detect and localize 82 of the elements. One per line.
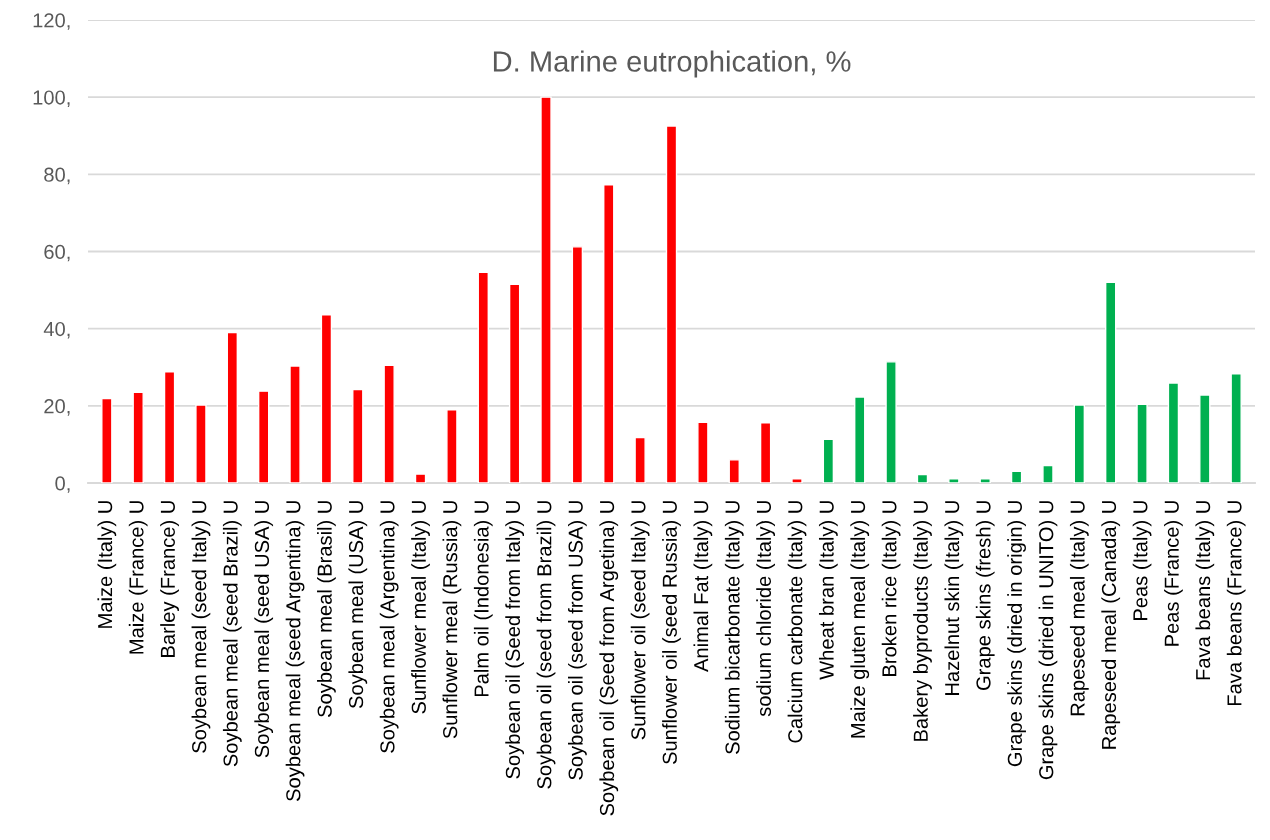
x-tick-label: Sunflower oil (seed Italy) U — [630, 501, 650, 740]
x-tick-label: Soybean meal (seed Argentina) U — [285, 501, 305, 801]
bar — [289, 365, 301, 483]
bar — [320, 314, 333, 483]
bar — [634, 436, 646, 483]
x-tick-label: Palm oil (Indonesia) U — [473, 501, 493, 697]
bar — [1199, 394, 1211, 483]
x-tick-label: Rapeseed meal (Canada) U — [1101, 501, 1121, 749]
bar — [948, 478, 960, 483]
bar — [1136, 403, 1148, 483]
x-tick-label: Grape skins (dried in UNITO) U — [1038, 501, 1058, 780]
bar — [195, 404, 207, 483]
x-tick-label: Soybean meal (Brasil) U — [317, 501, 336, 717]
bar — [1167, 382, 1180, 483]
x-tick-label: Bakery byproducts (Italy) U — [913, 501, 932, 741]
x-tick-label: Broken rice (Italy) U — [881, 501, 901, 676]
x-tick-label: Sunflower meal (Italy) U — [411, 501, 430, 714]
bar — [916, 473, 929, 483]
x-tick-label: Fava beans (France) U — [1226, 501, 1246, 706]
bar — [540, 96, 552, 483]
bar — [414, 473, 427, 483]
x-tick-label: Sunflower oil (seed Russia) U — [662, 501, 681, 765]
bar — [854, 396, 866, 483]
x-tick-label: Grape skins (dried in origin) U — [1007, 501, 1026, 767]
bar — [1104, 281, 1117, 483]
x-tick-label: Soybean oil (seed from Brazil) U — [536, 501, 556, 789]
bar — [226, 331, 239, 483]
y-tick-label: 0, — [55, 476, 70, 493]
x-tick-label: Sunflower meal (Russia) U — [442, 501, 462, 739]
x-tick-label: Maize (Italy) U — [97, 501, 117, 628]
x-tick-label: Maize gluten meal (Italy) U — [850, 501, 870, 738]
y-tick-label: 20, — [44, 399, 70, 416]
bar — [132, 391, 144, 483]
bar — [508, 283, 521, 483]
bar — [665, 125, 678, 483]
bar — [163, 371, 176, 483]
x-tick-label: Hazelnut skin (Italy) U — [944, 501, 964, 695]
x-tick-label: Soybean meal (seed USA) U — [254, 501, 274, 758]
bar — [383, 364, 395, 483]
bar — [257, 390, 270, 483]
y-tick-label: 40, — [43, 321, 70, 339]
x-tick-label: Wheat bran (Italy) U — [818, 501, 838, 680]
x-tick-label: Soybean oil (seed from USA) U — [568, 501, 587, 780]
x-tick-label: Animal Fat (Italy) U — [693, 501, 713, 672]
y-tick-label: 60, — [44, 244, 70, 262]
x-tick-label: Soybean meal (seed Italy) U — [191, 501, 211, 753]
bar — [1073, 404, 1086, 483]
x-tick-label: Soybean meal (Argentina) U — [379, 501, 399, 753]
y-tick-label: 80, — [44, 167, 70, 185]
x-tick-label: Rapeseed meal (Italy) U — [1069, 501, 1089, 716]
x-tick-label: Soybean oil (Seed from Italy) U — [505, 501, 525, 779]
x-tick-label: Peas (Italy) U — [1132, 501, 1152, 620]
x-tick-label: Soybean meal (USA) U — [348, 501, 368, 709]
y-tick-label: 100, — [33, 90, 70, 108]
bar — [1010, 470, 1023, 483]
x-tick-label: Soybean oil (Seed from Argetina) U — [599, 501, 619, 816]
x-tick-label: Maize (France) U — [128, 501, 148, 654]
bar — [571, 246, 584, 483]
x-tick-label: Calcium carbonate (Italy) U — [787, 501, 807, 743]
x-tick-label: Peas (France) U — [1164, 501, 1183, 646]
x-tick-label: Barley (France) U — [160, 501, 179, 657]
bar — [822, 438, 835, 483]
x-tick-label: Soybean meal (seed Brazil) U — [222, 501, 242, 767]
bar — [446, 408, 458, 483]
y-tick-label: 120, — [33, 13, 70, 30]
bar — [1042, 464, 1054, 483]
bar — [352, 388, 364, 483]
text: D. Marine eutrophication, % — [493, 50, 851, 78]
x-tick-label: Grape skins (fresh) U — [975, 501, 995, 691]
bar — [791, 478, 803, 483]
bar — [101, 397, 113, 483]
x-tick-label: Sodium bicarbonate (Italy) U — [724, 501, 744, 754]
bar — [477, 271, 489, 483]
bar — [885, 361, 897, 483]
bar — [603, 184, 615, 483]
x-tick-label: sodium chloride (Italy) U — [756, 501, 775, 717]
bar — [1230, 373, 1242, 483]
bar — [979, 478, 991, 483]
bar — [728, 459, 740, 483]
bar — [697, 421, 709, 483]
bar — [759, 422, 772, 483]
x-tick-label: Fava beans (Italy) U — [1195, 501, 1215, 680]
